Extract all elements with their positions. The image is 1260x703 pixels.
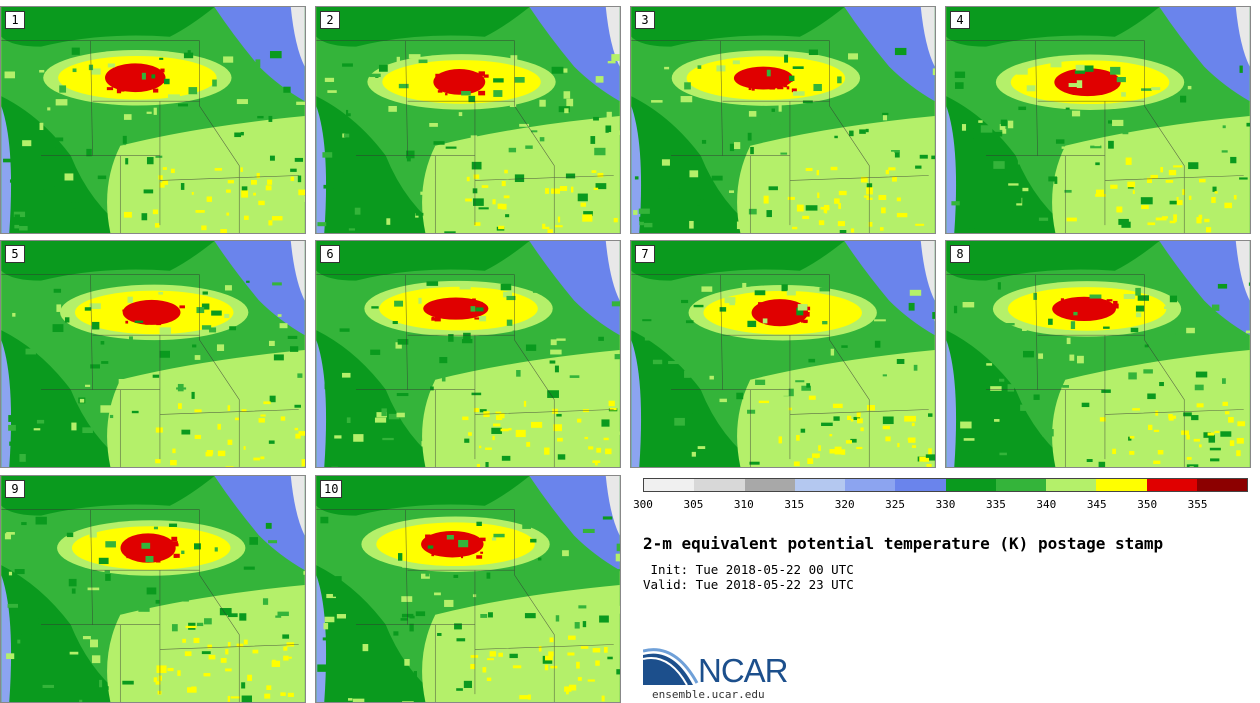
logo-wordmark: NCAR — [698, 652, 789, 689]
colorbar-tick-label: 350 — [1137, 498, 1158, 511]
map-3 — [631, 7, 935, 233]
map-6 — [316, 241, 620, 467]
member-label: 1 — [5, 11, 25, 29]
valid-time: Valid: Tue 2018-05-22 23 UTC — [643, 577, 854, 592]
site-url: ensemble.ucar.edu — [652, 688, 765, 701]
member-label: 3 — [635, 11, 655, 29]
map-5 — [1, 241, 305, 467]
member-panel-10: 10 — [315, 475, 621, 703]
member-label: 2 — [320, 11, 340, 29]
colorbar-tick-label: 305 — [683, 498, 704, 511]
member-panel-5: 5 — [0, 240, 306, 468]
colorbar-tick-label: 320 — [834, 498, 855, 511]
map-1 — [1, 7, 305, 233]
colorbar-segment — [995, 479, 1046, 491]
member-panel-3: 3 — [630, 6, 936, 234]
colorbar-segment — [845, 479, 896, 491]
member-panel-1: 1 — [0, 6, 306, 234]
map-7 — [631, 241, 935, 467]
colorbar-segment — [744, 479, 795, 491]
colorbar-segment — [694, 479, 745, 491]
colorbar-segment — [1096, 479, 1147, 491]
member-panel-8: 8 — [945, 240, 1251, 468]
member-panel-2: 2 — [315, 6, 621, 234]
colorbar-tick-label: 355 — [1187, 498, 1208, 511]
colorbar-tick-label: 300 — [633, 498, 653, 511]
member-panel-9: 9 — [0, 475, 306, 703]
member-label: 4 — [950, 11, 970, 29]
member-label: 8 — [950, 245, 970, 263]
member-label: 7 — [635, 245, 655, 263]
member-label: 9 — [5, 480, 25, 498]
member-panel-7: 7 — [630, 240, 936, 468]
colorbar-tick-label: 340 — [1036, 498, 1057, 511]
member-label: 6 — [320, 245, 340, 263]
member-label: 5 — [5, 245, 25, 263]
time-info: Init: Tue 2018-05-22 00 UTC Valid: Tue 2… — [643, 562, 854, 592]
map-8 — [946, 241, 1250, 467]
colorbar-ticks: 300 305 310 315 320 325 330 335 340 345 350 355 — [633, 498, 1248, 512]
colorbar-tick-label: 315 — [784, 498, 805, 511]
colorbar-segment — [945, 479, 996, 491]
colorbar-tick-label: 345 — [1086, 498, 1107, 511]
plot-title: 2-m equivalent potential temperature (K)… — [643, 534, 1164, 553]
map-9 — [1, 476, 305, 702]
colorbar-segment — [1146, 479, 1197, 491]
colorbar-segment — [1046, 479, 1097, 491]
colorbar-segment — [644, 479, 695, 491]
colorbar-segment — [895, 479, 946, 491]
map-2 — [316, 7, 620, 233]
colorbar-segment — [794, 479, 845, 491]
map-10 — [316, 476, 620, 702]
colorbar-tick-label: 335 — [985, 498, 1006, 511]
ncar-logo-icon — [643, 648, 699, 686]
colorbar-segment — [1196, 479, 1247, 491]
colorbar-tick-label: 310 — [733, 498, 754, 511]
colorbar-tick-label: 325 — [885, 498, 906, 511]
member-panel-4: 4 — [945, 6, 1251, 234]
map-4 — [946, 7, 1250, 233]
init-time: Init: Tue 2018-05-22 00 UTC — [643, 562, 854, 577]
member-label: 10 — [320, 480, 343, 498]
member-panel-6: 6 — [315, 240, 621, 468]
colorbar-tick-label: 330 — [935, 498, 956, 511]
colorbar — [643, 478, 1248, 492]
